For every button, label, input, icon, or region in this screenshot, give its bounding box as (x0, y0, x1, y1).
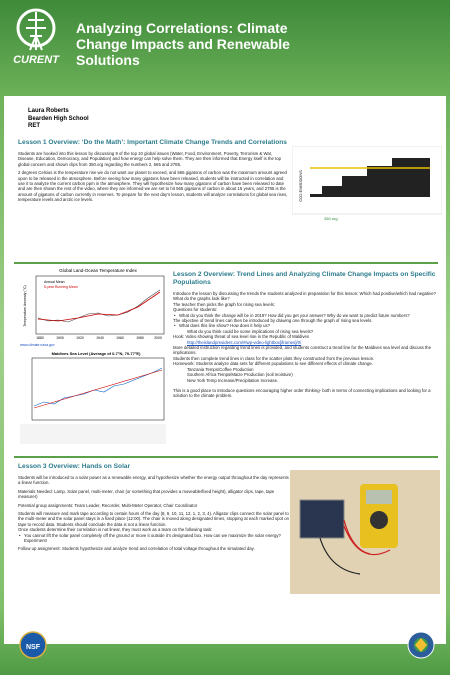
legend-entry: Annual Mean (44, 280, 65, 284)
line: Introduce the lesson by discussing the t… (173, 291, 436, 302)
year-label: 1880 (36, 336, 44, 340)
nsf-logo: NSF (19, 631, 47, 659)
paragraph: Students are hooked into this lesson by … (18, 151, 282, 167)
y-label: Temperature Anomaly (°C) (23, 285, 27, 326)
bullet: You cannot lift the solar panel complete… (18, 533, 290, 544)
line: Hook: Video showing threat of sea level … (173, 334, 310, 340)
temp-source: www.climate.nasa.gov (20, 343, 55, 347)
solar-photo (290, 470, 440, 594)
year-label: 1960 (116, 336, 124, 340)
program: RET (28, 123, 40, 129)
paragraph: 2 degrees Celsius is the temperature ris… (18, 170, 288, 203)
divider (14, 262, 438, 264)
line: Homework: Students analyze data sets for… (173, 361, 373, 367)
line: The teacher then picks the graph for ris… (173, 301, 275, 307)
doe-logo (407, 631, 435, 659)
video-link[interactable]: http://theislandpresident.com/#iwp-video… (187, 339, 302, 345)
bullet: What does this line show? How does it he… (173, 323, 441, 329)
line: Students then complete trend lines in cl… (173, 355, 375, 361)
line: Tanzania Temps/Coffee Production (187, 366, 254, 372)
year-label: 1920 (76, 336, 84, 340)
graphs-image: Global Land-Ocean Temperature Index Annu… (18, 266, 168, 446)
nsf-text: NSF (26, 644, 41, 651)
author-block: Laura Roberts Bearden High School RET (28, 108, 89, 131)
school: Bearden High School (28, 115, 89, 122)
temp-title: Global Land-Ocean Temperature Index (59, 268, 137, 273)
line: What do you think could be some implicat… (187, 328, 314, 334)
line: Materials Needed: Lamp, Solar panel, mul… (18, 488, 275, 500)
title: Analyzing Correlations: Climate Change I… (76, 20, 290, 68)
year-label: 1980 (136, 336, 144, 340)
logo: CURENT (13, 8, 60, 66)
logo-text: CURENT (13, 54, 60, 66)
emissions-image: CO2 EMISSIONS 350.org (292, 146, 442, 221)
line: Follow up assignment: Students hypothesi… (18, 546, 255, 552)
line: Potential group assignments: Team Leader… (18, 502, 198, 508)
lesson2: Lesson 2 Overview: Trend Lines and Analy… (173, 271, 441, 399)
line: Questions for students: (173, 307, 218, 313)
line: More detailed instruction regarding tren… (173, 345, 431, 356)
year-label: 1900 (56, 336, 64, 340)
line: Students will be introduced to a solar p… (18, 475, 289, 486)
year-label: 1940 (96, 336, 104, 340)
lesson2-heading: Lesson 2 Overview: Trend Lines and Analy… (173, 271, 436, 286)
line: The objective of trend lines can then be… (173, 318, 373, 324)
line: Southern Africa Temps/Maize Production (… (187, 372, 293, 378)
lesson3-heading: Lesson 3 Overview: Hands on Solar (18, 463, 131, 470)
line: Once students determine their correlatio… (18, 527, 213, 533)
lesson3: Lesson 3 Overview: Hands on Solar Studen… (18, 463, 290, 555)
year-label: 2000 (154, 336, 162, 340)
line: This is a good place to introduce questi… (173, 387, 431, 399)
line: Students will measure and mark tape acco… (18, 511, 290, 527)
author-name: Laura Roberts (28, 108, 69, 114)
image-label: CO2 EMISSIONS (298, 170, 303, 202)
image-caption: 350.org (324, 216, 338, 221)
line: New York Temp Increase/Precipitation Inc… (187, 377, 279, 383)
legend-entry: 5-year Running Mean (44, 285, 78, 289)
sea-title: Maldives Sea Level (Average of 0-7°N, 70… (52, 351, 142, 356)
lesson1-heading: Lesson 1 Overview: ‘Do the Math’: Import… (18, 139, 287, 146)
bullet: What do you think the change will be in … (173, 313, 441, 319)
lesson1: Lesson 1 Overview: ‘Do the Math’: Import… (18, 139, 288, 206)
divider (14, 456, 438, 458)
